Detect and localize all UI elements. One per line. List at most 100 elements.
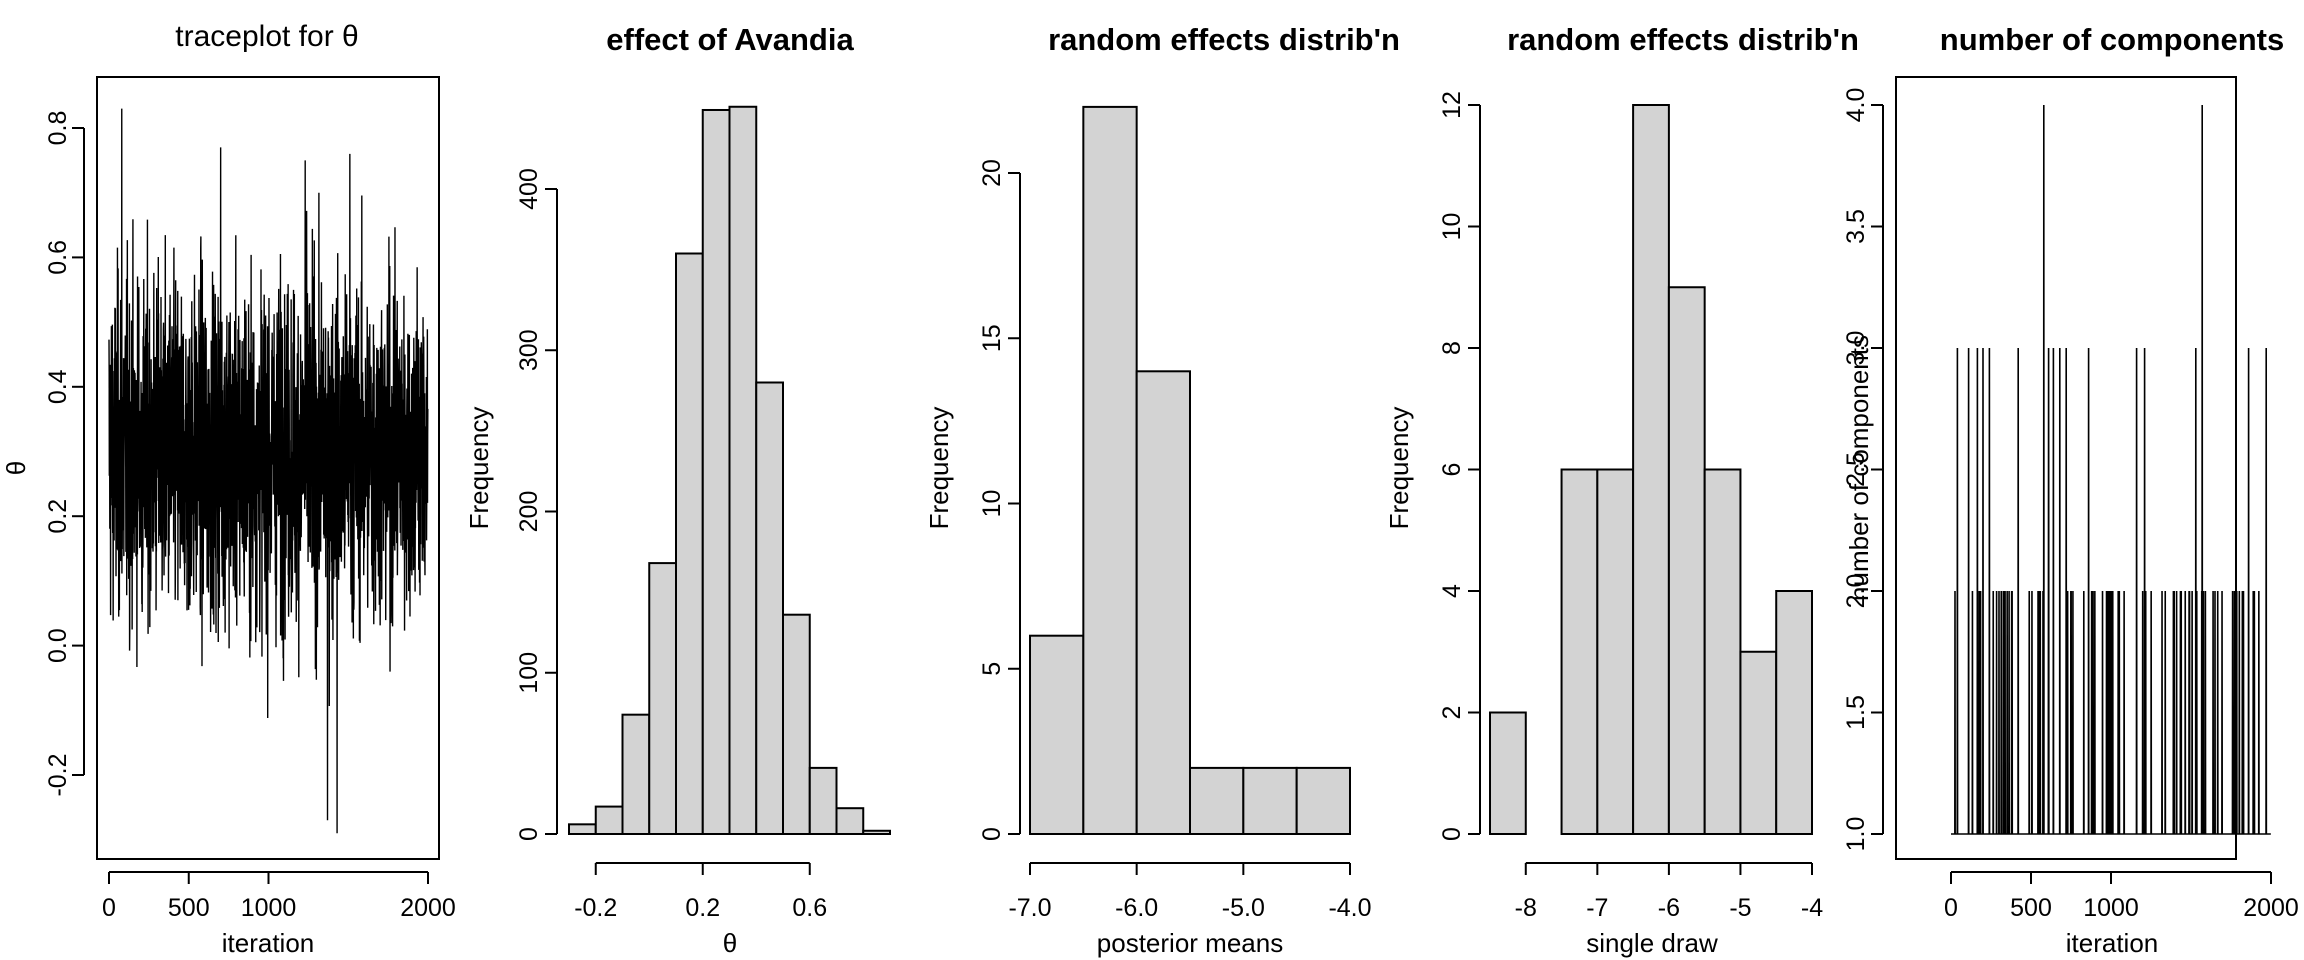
x-axis-label: θ [723,928,737,958]
histogram-bar [1029,634,1085,836]
x-tick-label: 0 [1944,894,1958,922]
x-tick-label: -0.2 [574,894,617,922]
x-tick-label: -4 [1801,894,1823,922]
histogram-bar [1775,590,1813,835]
histogram-bar [701,108,731,836]
y-tick-label: 6 [1438,463,1466,477]
y-tick-label: 5 [978,662,1006,676]
chart-title: number of components [1940,22,2284,57]
histogram-bar [782,613,811,836]
bars [1489,104,1813,835]
panel-number-of-components: number of components 0 500 1000 2000 1.0 1.5… [1842,22,2299,958]
histogram-bar [835,807,865,836]
x-axis-label: iteration [222,928,315,958]
x-axis: -8 -7 -6 -5 -4 [1515,862,1823,922]
y-tick-label: 4.0 [1842,88,1870,123]
bars [568,105,891,836]
chart-title: effect of Avandia [606,22,854,57]
y-tick-label: 10 [1438,213,1466,241]
histogram-bar [621,713,651,835]
y-tick-label: 100 [515,652,543,694]
y-axis: 0 100 200 300 400 [515,168,558,841]
histogram-bar [675,252,704,835]
chart-title: random effects distrib'n [1048,22,1400,57]
plot-frame [1895,76,2237,860]
x-tick-label: 0.2 [685,894,720,922]
histogram-bar [1739,650,1778,835]
x-tick-label: 500 [2010,894,2052,922]
y-axis: 1.0 1.5 2.0 2.5 3.0 3.5 4.0 [1842,88,1884,852]
y-tick-label: 4 [1438,584,1466,598]
histogram-bar [1560,468,1599,835]
y-axis: -0.2 0.0 0.2 0.4 0.6 0.8 [44,111,85,797]
panel-histogram-theta: effect of Avandia -0.2 0.2 0.6 0 100 200 300 4… [464,22,891,958]
y-tick-label: 1.0 [1842,817,1870,852]
y-tick-label: 2 [1438,706,1466,720]
trace-path [108,108,429,834]
y-tick-label: 2.5 [1842,452,1870,487]
y-tick-label: 3.5 [1842,209,1870,244]
y-tick-label: 0 [1438,827,1466,841]
histogram-bar [648,562,677,835]
y-tick-label: 0.8 [44,111,72,146]
y-axis-label: number of components [1844,335,1874,601]
y-tick-label: 0.0 [44,628,72,663]
x-tick-label: -7.0 [1008,894,1051,922]
x-tick-label: 0.6 [792,894,827,922]
x-tick-label: -6 [1658,894,1680,922]
histogram-bar [1242,766,1298,836]
panel-traceplot: traceplot for θ 0 500 1000 2000 -0.2 0.0 0.2 0… [1,20,456,958]
histogram-bar [755,381,784,835]
histogram-bar [862,829,891,836]
x-tick-label: -4.0 [1328,894,1371,922]
panel-histogram-single-draw: random effects distrib'n -8 -7 -6 -5 -4 0 2 4 6… [1384,22,1859,958]
trace-line [108,108,429,834]
y-tick-label: 0.6 [44,240,72,275]
y-tick-label: 300 [515,329,543,371]
trace-path [1951,104,2271,835]
y-tick-label: 0 [515,827,543,841]
x-tick-label: 1000 [241,894,297,922]
y-axis-label: Frequency [924,407,954,530]
x-axis-label: posterior means [1097,928,1283,958]
x-tick-label: 2000 [2243,894,2299,922]
histogram-bar [1135,370,1191,835]
histogram-bar [1703,468,1742,835]
y-tick-label: 20 [978,159,1006,187]
histogram-bar [728,105,758,835]
x-tick-label: -6.0 [1115,894,1158,922]
x-tick-label: 2000 [400,894,456,922]
histogram-bar [1596,468,1635,835]
x-axis: -7.0 -6.0 -5.0 -4.0 [1008,862,1372,922]
x-tick-label: 1000 [2083,894,2139,922]
y-axis-label: Frequency [1384,407,1414,530]
x-axis: 0 500 1000 2000 [102,871,456,922]
trace-line [1951,104,2271,835]
histogram-bar [808,766,838,836]
y-axis-label: θ [1,461,31,475]
y-axis: 0 5 10 15 20 [978,159,1021,841]
y-tick-label: 15 [978,324,1006,352]
x-tick-label: 0 [102,894,116,922]
panel-histogram-posterior-means: random effects distrib'n -7.0 -6.0 -5.0 -4.… [924,22,1400,958]
x-tick-label: -8 [1515,894,1537,922]
y-tick-label: -0.2 [44,753,72,796]
y-tick-label: 3.0 [1842,331,1870,366]
y-tick-label: 2.0 [1842,574,1870,609]
x-axis: -0.2 0.2 0.6 [574,862,827,922]
y-axis-label: Frequency [464,407,494,530]
y-tick-label: 200 [515,491,543,533]
y-tick-label: 1.5 [1842,695,1870,730]
y-tick-label: 8 [1438,341,1466,355]
y-tick-label: 400 [515,168,543,210]
y-tick-label: 0.4 [44,369,72,404]
x-axis: 0 500 1000 2000 [1944,871,2299,922]
bars [1029,105,1351,836]
y-tick-label: 0.2 [44,499,72,534]
histogram-bar [1632,104,1670,835]
y-tick-label: 12 [1438,91,1466,119]
x-tick-label: -5 [1729,894,1751,922]
x-axis-label: single draw [1586,928,1718,958]
histogram-bar [568,823,597,836]
histogram-bar [594,805,624,836]
